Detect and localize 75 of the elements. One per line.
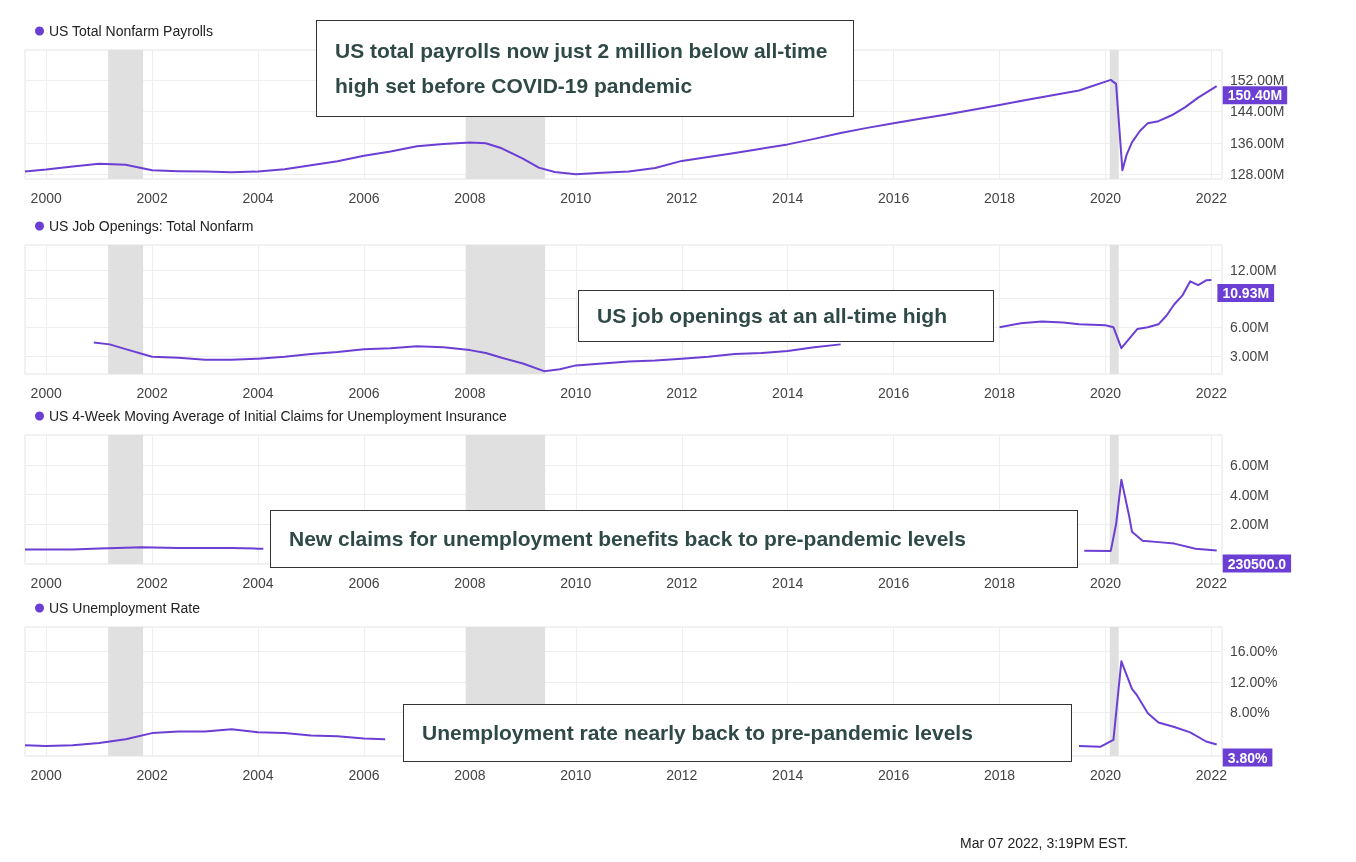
x-tick-label: 2002 (136, 767, 168, 783)
x-tick-label: 2020 (1089, 190, 1122, 206)
x-tick-label: 2008 (454, 767, 486, 783)
x-tick-label: 2016 (878, 190, 910, 206)
callout-box: New claims for unemployment benefits back to pre-pandemic levels (270, 510, 1078, 568)
x-tick-label: 2022 (1195, 767, 1228, 783)
y-tick-label: 2.00M (1230, 516, 1269, 533)
x-tick-label: 2006 (348, 190, 380, 206)
x-tick-label: 2016 (878, 385, 910, 401)
x-tick-label: 2004 (242, 385, 274, 401)
y-tick-label: 144.00M (1230, 103, 1285, 120)
y-tick-label: 4.00M (1230, 486, 1269, 503)
x-tick-label: 2018 (983, 385, 1016, 401)
x-tick-label: 2022 (1195, 385, 1228, 401)
legend-label: US Unemployment Rate (49, 600, 201, 616)
x-tick-label: 2012 (666, 575, 698, 591)
data-label: 10.93M (1222, 285, 1270, 302)
x-tick-label: 2002 (136, 575, 168, 591)
data-label: 150.40M (1227, 87, 1283, 104)
x-tick-label: 2012 (666, 190, 698, 206)
x-tick-label: 2000 (30, 575, 62, 591)
x-tick-label: 2014 (772, 575, 804, 591)
data-label: 230500.0 (1227, 555, 1287, 572)
x-tick-label: 2002 (136, 385, 168, 401)
y-tick-label: 152.00M (1230, 71, 1285, 88)
x-tick-label: 2014 (772, 190, 804, 206)
x-tick-label: 2004 (242, 575, 274, 591)
x-tick-label: 2008 (454, 575, 486, 591)
y-tick-label: 12.00% (1230, 673, 1278, 690)
x-tick-label: 2022 (1195, 575, 1228, 591)
x-tick-label: 2000 (30, 385, 62, 401)
legend-label: US Job Openings: Total Nonfarm (49, 218, 254, 234)
x-tick-label: 2014 (772, 385, 804, 401)
x-tick-label: 2018 (983, 575, 1016, 591)
y-tick-label: 12.00M (1230, 261, 1277, 278)
x-tick-label: 2004 (242, 190, 274, 206)
y-tick-label: 6.00M (1230, 456, 1269, 473)
x-tick-label: 2020 (1089, 767, 1122, 783)
y-tick-label: 136.00M (1230, 134, 1285, 151)
y-tick-label: 6.00M (1230, 319, 1269, 336)
x-tick-label: 2006 (348, 575, 380, 591)
x-tick-label: 2006 (348, 385, 380, 401)
x-tick-label: 2020 (1089, 385, 1122, 401)
data-label: 3.80% (1227, 749, 1268, 766)
x-tick-label: 2018 (983, 767, 1016, 783)
x-tick-label: 2012 (666, 385, 698, 401)
x-tick-label: 2016 (878, 767, 910, 783)
legend-label: US Total Nonfarm Payrolls (49, 23, 213, 39)
x-tick-label: 2020 (1089, 575, 1122, 591)
x-tick-label: 2014 (772, 767, 804, 783)
x-tick-label: 2000 (30, 190, 62, 206)
line-series (24, 78, 1218, 176)
x-tick-label: 2004 (242, 767, 274, 783)
x-tick-label: 2008 (454, 190, 486, 206)
x-tick-label: 2010 (560, 767, 592, 783)
x-tick-label: 2016 (878, 575, 910, 591)
x-tick-label: 2022 (1195, 190, 1228, 206)
callout-box: Unemployment rate nearly back to pre-pandemic levels (403, 704, 1072, 762)
text: Mar 07 2022, 3:19PM EST. (960, 835, 1129, 851)
legend-label: US 4-Week Moving Average of Initial Claims for Unemployment Insurance (49, 408, 508, 424)
x-tick-label: 2010 (560, 190, 592, 206)
callout-box: US total payrolls now just 2 million below all-time high set before COVID-19 pandemic (316, 20, 854, 117)
callout-box: US job openings at an all-time high (578, 290, 994, 342)
y-tick-label: 128.00M (1230, 166, 1285, 183)
x-tick-label: 2010 (560, 385, 592, 401)
x-tick-label: 2010 (560, 575, 592, 591)
x-tick-label: 2012 (666, 767, 698, 783)
y-tick-label: 3.00M (1230, 347, 1269, 364)
x-tick-label: 2000 (30, 767, 62, 783)
x-tick-label: 2006 (348, 767, 380, 783)
x-tick-label: 2008 (454, 385, 486, 401)
y-tick-label: 16.00% (1230, 643, 1278, 660)
x-tick-label: 2002 (136, 190, 168, 206)
x-tick-label: 2018 (983, 190, 1016, 206)
y-tick-label: 8.00% (1230, 704, 1270, 721)
